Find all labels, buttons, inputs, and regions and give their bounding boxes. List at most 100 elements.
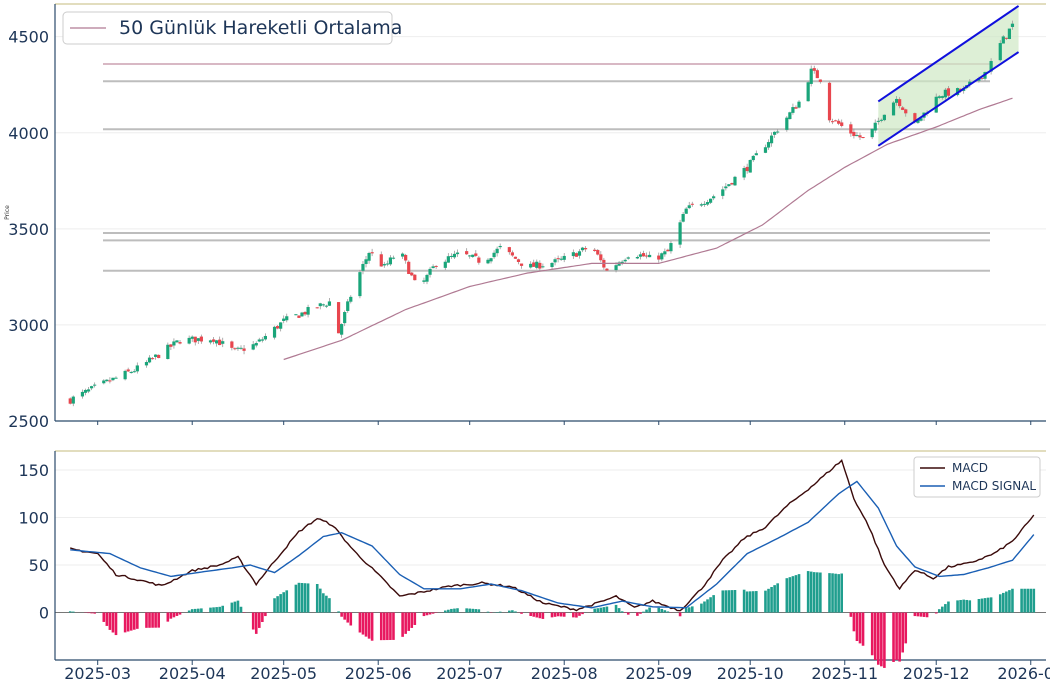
candle — [413, 274, 417, 281]
candle — [626, 257, 630, 259]
histogram-bar — [1023, 588, 1026, 613]
histogram-bar — [474, 609, 478, 613]
candle — [861, 136, 865, 138]
histogram-bar — [349, 612, 353, 626]
histogram-bar — [276, 596, 279, 613]
histogram-bar — [880, 612, 883, 667]
histogram-bar — [968, 600, 972, 613]
histogram-bar — [422, 612, 426, 617]
histogram-bar — [706, 599, 709, 613]
candle — [498, 245, 502, 248]
histogram-bar — [816, 572, 819, 613]
x-tick-label: 2025-08 — [531, 664, 598, 683]
histogram-bar — [123, 612, 127, 633]
candle — [687, 205, 691, 209]
macd-legend-box — [913, 456, 1041, 498]
histogram-bar — [657, 607, 661, 613]
histogram-bar — [727, 590, 731, 613]
candle — [791, 107, 795, 113]
candle — [364, 259, 368, 265]
histogram-bar — [959, 599, 962, 613]
candle — [955, 88, 960, 96]
candle — [635, 256, 640, 259]
histogram-bar — [370, 612, 374, 641]
histogram-bar — [215, 607, 218, 613]
candle — [834, 120, 838, 122]
candle — [193, 336, 197, 343]
candle — [776, 131, 780, 133]
candle — [343, 312, 347, 324]
candle — [998, 43, 1002, 61]
histogram-bar — [87, 612, 90, 614]
candle — [507, 247, 511, 253]
histogram-bar — [471, 608, 475, 613]
candle — [135, 365, 139, 372]
histogram-bar — [840, 573, 844, 613]
candle — [614, 265, 618, 271]
histogram-bar — [1029, 588, 1033, 613]
histogram-bar — [212, 607, 215, 613]
candle — [980, 77, 984, 79]
histogram-bar — [562, 612, 566, 617]
histogram-bar — [178, 612, 182, 615]
histogram-bar — [486, 611, 490, 613]
candle — [535, 261, 539, 268]
histogram-bar — [209, 607, 212, 613]
x-tick-label: 2025-05 — [250, 664, 317, 683]
candle — [785, 117, 789, 130]
price-legend: 50 Günlük Hareketli Ortalama — [62, 11, 402, 45]
histogram-bar — [358, 612, 362, 633]
candle — [638, 254, 643, 257]
candle — [275, 326, 280, 329]
histogram-bar — [593, 608, 597, 613]
candle — [303, 311, 307, 315]
histogram-bar — [556, 612, 560, 617]
histogram-bar — [498, 611, 502, 613]
candle — [648, 254, 652, 258]
candle — [852, 131, 856, 137]
x-tick-label: 2025-09 — [625, 664, 692, 683]
histogram-bar — [919, 612, 923, 617]
candle — [123, 370, 127, 380]
histogram-bar — [450, 608, 453, 613]
histogram-bar — [559, 612, 563, 617]
price-y-tick-label: 4500 — [8, 28, 49, 47]
histogram-bar — [468, 608, 471, 613]
histogram-bar — [68, 611, 72, 613]
candle — [727, 184, 731, 187]
histogram-bar — [922, 612, 926, 617]
histogram-bar — [639, 612, 642, 614]
histogram-bar — [550, 612, 554, 618]
candle — [766, 142, 771, 148]
histogram-bar — [425, 612, 429, 616]
macd-signal-line — [70, 480, 1035, 609]
candle — [721, 189, 725, 196]
histogram-bar — [941, 606, 944, 613]
candle — [937, 96, 941, 98]
histogram-bar — [764, 590, 767, 613]
histogram-bar — [748, 591, 752, 613]
histogram-bar — [453, 608, 456, 613]
histogram-bar — [187, 610, 191, 613]
candle — [175, 340, 179, 343]
candle — [230, 341, 234, 348]
candle — [471, 254, 475, 257]
histogram-bar — [636, 612, 639, 616]
histogram-bar — [785, 578, 789, 613]
candle — [553, 259, 557, 263]
histogram-bar — [508, 610, 511, 613]
macd-legend-label: MACD — [952, 461, 988, 475]
macd-legend-label: MACD SIGNAL — [952, 479, 1036, 493]
histogram-bar — [617, 608, 621, 613]
histogram-bar — [105, 612, 109, 626]
price-legend-label: 50 Günlük Hareketli Ortalama — [119, 17, 402, 39]
candle — [593, 249, 597, 251]
histogram-bar — [870, 612, 874, 656]
candle — [336, 302, 341, 334]
histogram-bar — [947, 601, 950, 613]
candle — [705, 202, 710, 205]
candle — [858, 135, 862, 138]
candle — [583, 248, 588, 250]
candle — [690, 203, 694, 205]
histogram-bar — [553, 612, 557, 617]
